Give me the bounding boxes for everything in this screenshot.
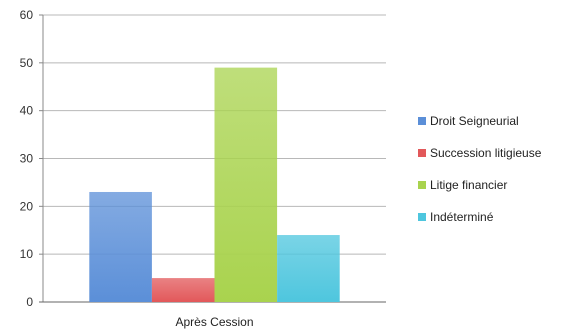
y-tick-label: 0: [26, 295, 33, 309]
bar-3: [214, 67, 278, 302]
legend-label: Droit Seigneurial: [430, 114, 519, 128]
legend-label: Litige financier: [430, 178, 507, 192]
legend-label: Indéterminé: [430, 210, 494, 224]
legend-swatch: [418, 213, 426, 221]
x-category-label: Après Cession: [175, 315, 253, 329]
legend-swatch: [418, 181, 426, 189]
bar-2: [151, 278, 215, 302]
bar-4: [277, 235, 340, 302]
x-axis-categories: Après Cession: [175, 315, 253, 329]
legend-swatch: [418, 149, 426, 157]
y-tick-label: 10: [20, 247, 34, 261]
legend-swatch: [418, 117, 426, 125]
y-axis-ticks: 0 10 20 30 40 50 60: [20, 8, 43, 309]
legend: Droit Seigneurial Succession litigieuse Li…: [418, 114, 542, 224]
y-tick-label: 50: [20, 56, 34, 70]
y-tick-label: 20: [20, 199, 34, 213]
y-tick-label: 30: [20, 152, 34, 166]
legend-label: Succession litigieuse: [430, 146, 542, 160]
bar-1: [89, 191, 152, 302]
y-tick-label: 60: [20, 8, 34, 22]
bars: [89, 67, 340, 302]
y-tick-label: 40: [20, 104, 34, 118]
